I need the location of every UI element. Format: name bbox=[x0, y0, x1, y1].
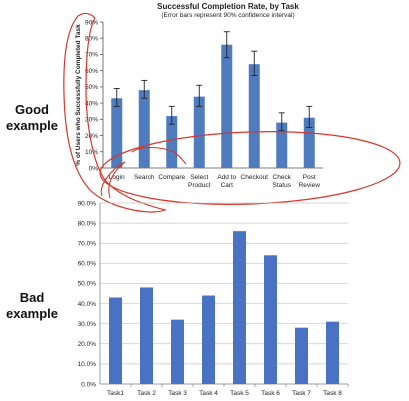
good-chart-x-tick-label: Product bbox=[188, 182, 211, 189]
bad-chart-bar-2 bbox=[140, 287, 153, 384]
good-chart-annotation-arc bbox=[131, 146, 187, 165]
bad-chart-bar-4 bbox=[202, 295, 215, 384]
good-example-label: Good example bbox=[2, 102, 62, 134]
bad-example-label: Bad example bbox=[2, 290, 62, 322]
good-chart-y-tick-label: 30% bbox=[85, 117, 98, 124]
good-chart-x-tick-label: Check bbox=[273, 174, 292, 181]
good-chart-x-tick-label: Cart bbox=[221, 182, 233, 189]
good-chart-annotation-hook bbox=[100, 161, 126, 199]
good-chart-x-tick-label: Review bbox=[299, 182, 321, 189]
good-chart-bar-2 bbox=[138, 90, 150, 168]
good-label-line-2: example bbox=[5, 118, 59, 133]
good-chart-x-tick-label: Compare bbox=[158, 174, 185, 181]
good-chart-annotation-ylabel-loop bbox=[63, 12, 167, 213]
good-chart-y-tick-label: 50% bbox=[85, 84, 98, 91]
bad-chart-y-tick-label: 80.0% bbox=[78, 220, 97, 227]
bad-chart-x-tick-label: Task 2 bbox=[137, 390, 156, 397]
bad-chart-y-tick-label: 50.0% bbox=[78, 281, 97, 288]
good-chart-y-tick-label: 80% bbox=[85, 36, 98, 43]
bad-chart-y-tick-label: 10.0% bbox=[78, 361, 97, 368]
bad-chart-bar-6 bbox=[264, 255, 277, 384]
bad-label-line-2: example bbox=[5, 306, 59, 321]
good-chart-bar-5 bbox=[221, 44, 233, 168]
good-chart-title: Successful Completion Rate, by Task bbox=[157, 2, 299, 11]
good-chart-x-tick-label: Checkout bbox=[241, 174, 269, 181]
bad-chart-y-tick-label: 90.0% bbox=[78, 200, 97, 207]
bad-chart-bar-3 bbox=[171, 319, 184, 384]
good-chart-y-tick-label: 0% bbox=[89, 165, 99, 172]
bad-chart-x-tick-label: Task 4 bbox=[199, 390, 218, 397]
bad-chart-y-tick-label: 40.0% bbox=[78, 301, 97, 308]
good-chart-y-tick-label: 10% bbox=[85, 149, 98, 156]
bad-chart-bar-7 bbox=[295, 327, 308, 384]
bad-chart-y-tick-label: 30.0% bbox=[78, 321, 97, 328]
bad-chart-x-tick-label: Task 5 bbox=[230, 390, 249, 397]
good-chart-y-axis-label: % of Users who Successfully Completed Ta… bbox=[75, 24, 82, 166]
bad-chart-y-tick-label: 0.0% bbox=[81, 381, 96, 388]
bad-chart-y-tick-label: 60.0% bbox=[78, 261, 97, 268]
good-chart-x-tick-label: Status bbox=[273, 182, 292, 189]
good-label-line-1: Good bbox=[15, 102, 49, 117]
good-chart-x-tick-label: Add to bbox=[217, 174, 236, 181]
bad-chart-x-tick-label: Task 8 bbox=[323, 390, 342, 397]
good-chart-subtitle: (Error bars represent 90% confidence int… bbox=[161, 12, 294, 19]
bad-chart-bar-8 bbox=[326, 321, 339, 384]
good-chart-y-tick-label: 40% bbox=[85, 100, 98, 107]
bad-chart-x-tick-label: Task1 bbox=[107, 390, 124, 397]
good-chart-y-tick-label: 90% bbox=[85, 19, 98, 26]
good-chart-x-tick-label: Select bbox=[190, 174, 208, 181]
good-chart-bar-8 bbox=[303, 117, 315, 168]
good-chart-x-tick-label: Login bbox=[109, 174, 125, 181]
bad-label-line-1: Bad bbox=[19, 290, 45, 305]
bad-chart-bar-1 bbox=[109, 297, 122, 384]
bad-chart-x-tick-label: Task 7 bbox=[292, 390, 311, 397]
good-chart-y-tick-label: 20% bbox=[85, 133, 98, 140]
good-chart-bar-6 bbox=[248, 64, 260, 168]
good-chart-y-tick-label: 70% bbox=[85, 52, 98, 59]
bad-chart-y-tick-label: 70.0% bbox=[78, 241, 97, 248]
bad-chart-bar-5 bbox=[233, 231, 246, 384]
good-chart-bar-4 bbox=[193, 96, 205, 168]
good-chart-bar-3 bbox=[166, 116, 178, 168]
good-chart-annotation-xlabels-ellipse bbox=[99, 131, 401, 205]
good-chart-x-tick-label: Post bbox=[303, 174, 316, 181]
good-chart-x-tick-label: Search bbox=[134, 174, 155, 181]
bad-chart-x-tick-label: Task 3 bbox=[168, 390, 187, 397]
bad-chart-y-tick-label: 20.0% bbox=[78, 341, 97, 348]
bad-chart-x-tick-label: Task 6 bbox=[261, 390, 280, 397]
good-chart-y-tick-label: 60% bbox=[85, 68, 98, 75]
good-chart-bar-7 bbox=[276, 122, 288, 168]
good-chart-bar-1 bbox=[111, 98, 123, 168]
